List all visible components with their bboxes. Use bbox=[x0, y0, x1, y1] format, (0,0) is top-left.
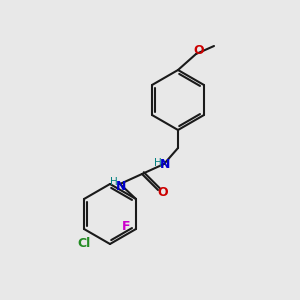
Text: N: N bbox=[116, 179, 126, 193]
Text: H: H bbox=[110, 177, 118, 187]
Text: O: O bbox=[158, 185, 168, 199]
Text: H: H bbox=[154, 158, 162, 168]
Text: F: F bbox=[122, 220, 130, 233]
Text: O: O bbox=[194, 44, 204, 58]
Text: N: N bbox=[160, 158, 170, 172]
Text: Cl: Cl bbox=[77, 237, 91, 250]
